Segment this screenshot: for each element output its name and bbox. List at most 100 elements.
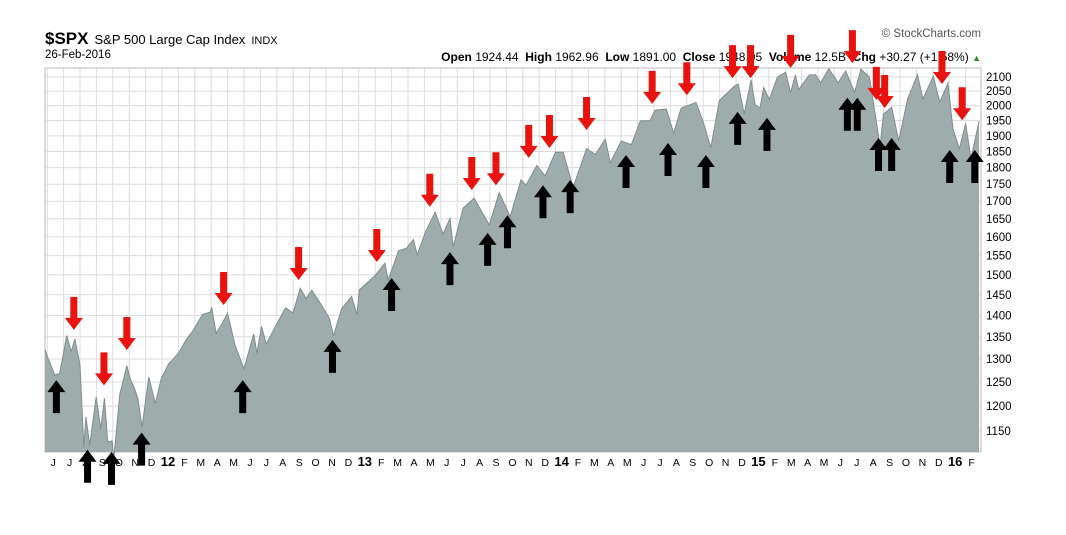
black-up-arrow [965, 149, 984, 183]
exchange: INDX [251, 35, 278, 47]
x-tick-label: A [804, 457, 811, 469]
x-tick-label: M [590, 457, 599, 469]
volume-value: 12.5B [814, 50, 846, 64]
x-tick-label: N [722, 457, 730, 469]
y-tick-label: 1900 [986, 131, 1012, 143]
red-down-arrow [875, 75, 894, 109]
y-tick-label: 1200 [986, 401, 1012, 413]
x-tick-label: S [689, 457, 696, 469]
red-down-arrow [64, 296, 83, 330]
x-tick-label: J [247, 457, 252, 469]
y-tick-label: 2100 [986, 72, 1012, 84]
black-up-arrow [132, 432, 151, 466]
red-down-arrow [117, 317, 136, 351]
black-up-arrow [233, 380, 252, 414]
x-tick-label: M [393, 457, 402, 469]
red-down-arrow [289, 246, 308, 280]
x-tick-label: 14 [554, 454, 569, 469]
chart-date: 26-Feb-2016 [45, 49, 111, 61]
x-tick-label: D [541, 457, 549, 469]
x-tick-label: A [607, 457, 614, 469]
x-tick-label: M [196, 457, 205, 469]
red-down-arrow [843, 30, 862, 64]
x-tick-label: M [426, 457, 435, 469]
black-up-arrow [102, 451, 121, 485]
x-tick-label: A [410, 457, 417, 469]
x-tick-label: J [854, 457, 859, 469]
watermark: © StockCharts.com [881, 28, 981, 40]
index-name: S&P 500 Large Cap Index [94, 32, 246, 47]
x-tick-label: O [508, 457, 516, 469]
black-up-arrow [617, 155, 636, 189]
red-down-arrow [94, 352, 113, 386]
y-tick-label: 1450 [986, 290, 1012, 302]
x-tick-label: J [51, 457, 56, 469]
x-tick-label: D [345, 457, 353, 469]
x-tick-label: F [772, 457, 778, 469]
red-down-arrow [932, 51, 951, 85]
y-tick-label: 1950 [986, 116, 1012, 128]
x-tick-label: D [148, 457, 156, 469]
x-tick-label: S [886, 457, 893, 469]
x-tick-label: M [787, 457, 796, 469]
y-tick-label: 2000 [986, 101, 1012, 113]
red-down-arrow [643, 70, 662, 104]
red-down-arrow [723, 45, 742, 79]
x-tick-label: J [641, 457, 646, 469]
black-up-arrow [882, 138, 901, 172]
x-tick-label: S [492, 457, 499, 469]
x-tick-label: M [623, 457, 632, 469]
x-tick-label: O [705, 457, 713, 469]
x-tick-label: F [378, 457, 384, 469]
x-tick-label: J [838, 457, 843, 469]
x-tick-label: 13 [358, 454, 372, 469]
x-tick-label: F [575, 457, 581, 469]
x-tick-label: D [738, 457, 746, 469]
x-tick-label: A [279, 457, 286, 469]
x-tick-label: F [968, 457, 974, 469]
up-triangle-icon: ▲ [972, 53, 981, 63]
red-down-arrow [367, 229, 386, 263]
x-tick-label: M [229, 457, 238, 469]
y-tick-label: 1700 [986, 196, 1012, 208]
x-tick-label: N [525, 457, 533, 469]
x-tick-label: O [312, 457, 320, 469]
x-tick-label: J [657, 457, 662, 469]
x-tick-label: 12 [161, 454, 175, 469]
y-tick-label: 1150 [986, 426, 1011, 438]
x-tick-label: J [264, 457, 269, 469]
y-tick-label: 1250 [986, 377, 1012, 389]
high-label: High [525, 50, 552, 64]
chg-value: +30.27 (+1.58%) [879, 50, 969, 64]
x-tick-label: F [181, 457, 187, 469]
red-down-arrow [214, 272, 233, 306]
red-down-arrow [781, 34, 800, 68]
open-label: Open [441, 50, 472, 64]
black-up-arrow [757, 117, 776, 151]
x-tick-label: O [902, 457, 910, 469]
red-down-arrow [741, 45, 760, 79]
x-tick-label: 15 [751, 454, 765, 469]
y-tick-label: 1600 [986, 232, 1012, 244]
y-tick-label: 1500 [986, 270, 1012, 282]
red-down-arrow [462, 156, 481, 190]
low-value: 1891.00 [632, 50, 677, 64]
x-tick-label: M [820, 457, 829, 469]
black-up-arrow [78, 449, 97, 483]
black-up-arrow [323, 339, 342, 373]
black-up-arrow [561, 180, 580, 214]
black-up-arrow [848, 97, 867, 131]
red-down-arrow [867, 66, 886, 100]
y-tick-label: 1550 [986, 251, 1012, 263]
close-label: Close [682, 50, 716, 64]
black-up-arrow [659, 143, 678, 177]
x-tick-label: J [67, 457, 72, 469]
y-tick-label: 1350 [986, 332, 1012, 344]
black-up-arrow [440, 252, 459, 286]
y-tick-label: 1300 [986, 354, 1012, 366]
x-tick-label: A [673, 457, 680, 469]
red-down-arrow [540, 115, 559, 149]
x-tick-label: 16 [948, 454, 962, 469]
y-tick-label: 1800 [986, 163, 1012, 175]
